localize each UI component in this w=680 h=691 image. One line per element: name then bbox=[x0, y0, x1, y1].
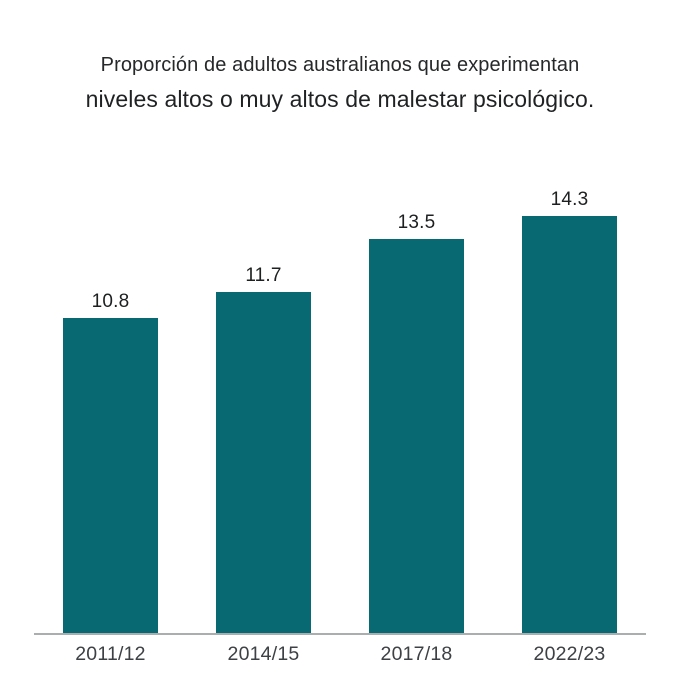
bar-value-label: 14.3 bbox=[550, 189, 589, 210]
bars-area: 10.8 11.7 13.5 14.3 bbox=[34, 180, 646, 633]
x-axis-tick-label: 2011/12 bbox=[75, 643, 146, 665]
bar bbox=[216, 292, 311, 633]
x-axis-tick-label: 2022/23 bbox=[533, 643, 606, 665]
x-axis-line bbox=[34, 633, 646, 635]
bar bbox=[63, 318, 158, 633]
bar-column: 11.7 bbox=[187, 265, 340, 633]
x-axis-tick-label: 2014/15 bbox=[227, 643, 300, 665]
bar bbox=[522, 216, 617, 633]
bar-value-label: 10.8 bbox=[91, 291, 130, 312]
chart-title-line2: niveles altos o muy altos de malestar ps… bbox=[85, 86, 595, 112]
bar-column: 13.5 bbox=[340, 212, 493, 633]
bar-chart: 10.8 11.7 13.5 14.3 2011/12 2014/15 2017/18 20… bbox=[34, 180, 646, 666]
x-axis-tick-label: 2017/18 bbox=[380, 643, 453, 665]
bar-column: 10.8 bbox=[34, 291, 187, 633]
bar bbox=[369, 239, 464, 633]
bar-column: 14.3 bbox=[493, 189, 646, 633]
x-axis-labels: 2011/12 2014/15 2017/18 2022/23 bbox=[34, 635, 646, 666]
chart-title: Proporción de adultos australianos que e… bbox=[0, 0, 680, 117]
bar-value-label: 13.5 bbox=[397, 212, 436, 233]
bar-value-label: 11.7 bbox=[245, 265, 282, 286]
chart-title-line1: Proporción de adultos australianos que e… bbox=[100, 54, 580, 76]
